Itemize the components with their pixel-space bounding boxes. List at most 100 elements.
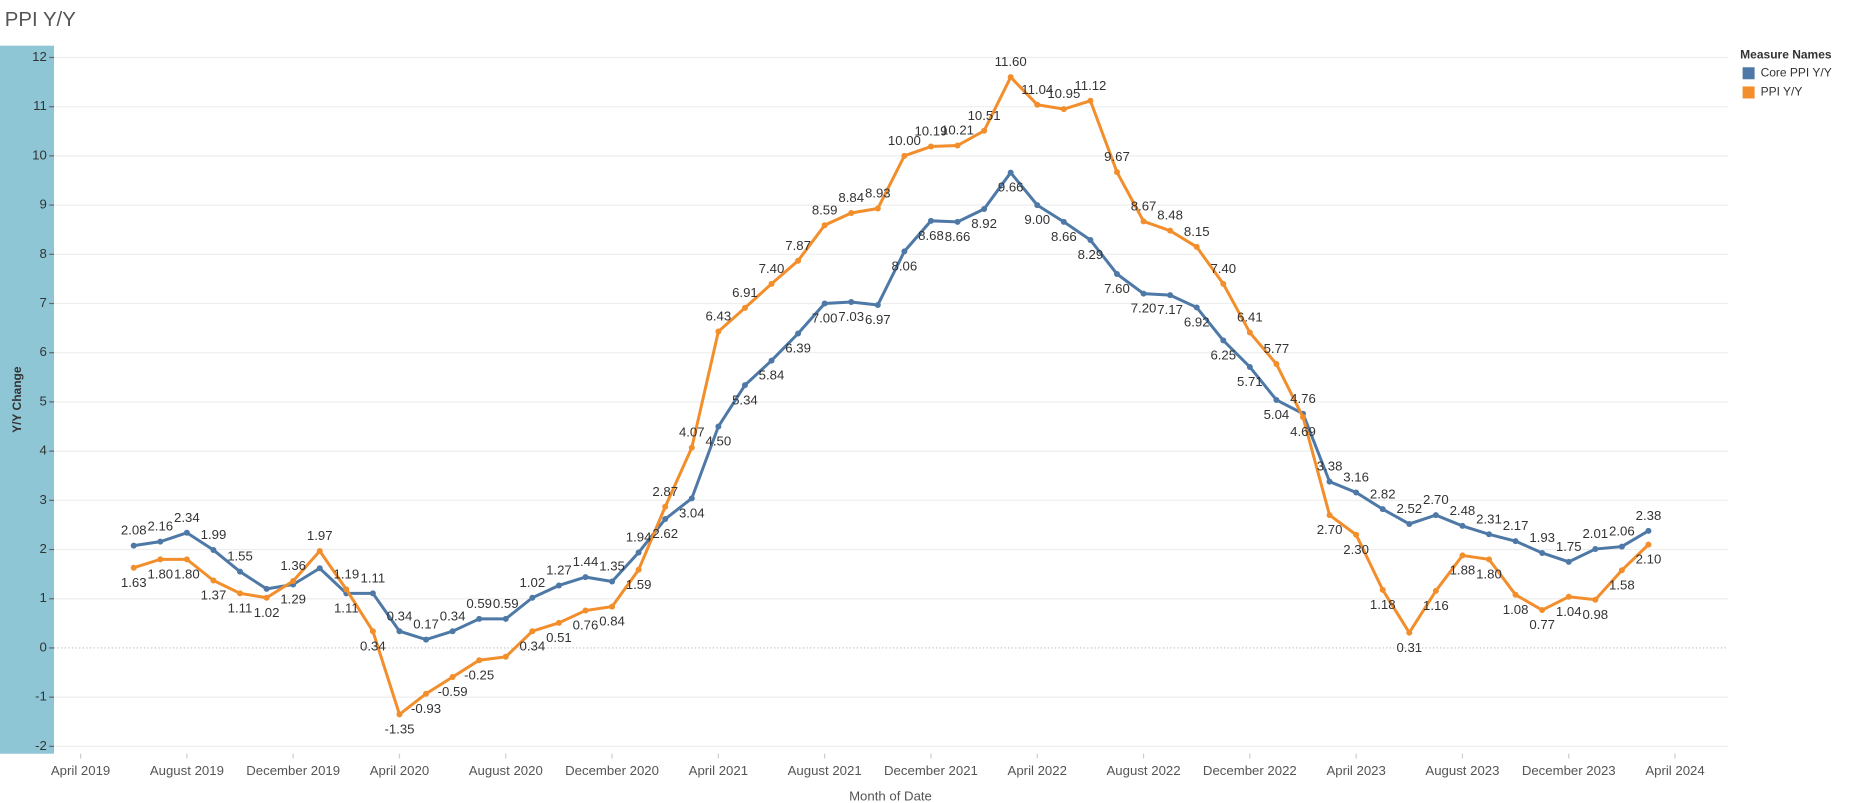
y-tick-label: 5: [39, 393, 46, 408]
data-label: 0.84: [599, 614, 625, 629]
point: [157, 538, 164, 545]
point: [848, 299, 855, 306]
data-label: 1.94: [626, 530, 652, 545]
point: [1406, 520, 1413, 527]
data-label: 1.88: [1450, 563, 1476, 578]
point: [316, 565, 323, 572]
data-label: 10.21: [941, 123, 974, 138]
y-tick-label: 1: [39, 590, 46, 605]
point: [502, 615, 509, 622]
data-label: 8.29: [1078, 247, 1104, 262]
data-label: 1.16: [1423, 598, 1449, 613]
data-label: 7.20: [1131, 301, 1157, 316]
point: [1007, 74, 1014, 81]
point: [1353, 531, 1360, 538]
data-label: 4.07: [679, 425, 705, 440]
data-label: 1.37: [201, 588, 227, 603]
y-axis-title: Y/Y Change: [10, 366, 24, 433]
data-label: 2.82: [1370, 486, 1396, 501]
data-label: 7.03: [838, 309, 864, 324]
point: [582, 607, 589, 614]
data-label: 8.48: [1157, 208, 1183, 223]
data-label: 8.15: [1184, 224, 1210, 239]
data-label: 0.59: [466, 596, 492, 611]
point: [715, 423, 722, 430]
data-label: 0.31: [1396, 640, 1422, 655]
data-label: 0.59: [493, 596, 519, 611]
point: [1113, 169, 1120, 176]
data-label: 2.17: [1503, 518, 1529, 533]
data-label: 7.17: [1157, 302, 1183, 317]
data-label: 7.87: [785, 238, 811, 253]
point: [1406, 629, 1413, 636]
y-tick-label: 9: [39, 197, 46, 212]
point: [741, 304, 748, 311]
data-label: 7.40: [1210, 261, 1236, 276]
point: [1486, 556, 1493, 563]
point: [449, 673, 456, 680]
data-label: 8.93: [865, 186, 891, 201]
point: [1459, 522, 1466, 529]
data-label: 0.17: [413, 617, 439, 632]
point: [1113, 270, 1120, 277]
point: [476, 657, 483, 664]
legend-swatch: [1742, 67, 1755, 80]
point: [529, 594, 536, 601]
y-tick-label: 7: [39, 295, 46, 310]
x-tick-label: April 2022: [1008, 763, 1067, 778]
point: [1273, 361, 1280, 368]
point: [1592, 546, 1599, 553]
data-label: 1.59: [626, 577, 652, 592]
point: [1539, 607, 1546, 614]
point: [555, 619, 562, 626]
point: [741, 382, 748, 389]
data-label: 8.66: [945, 229, 971, 244]
data-label: 1.08: [1503, 602, 1529, 617]
point: [263, 585, 270, 592]
point: [555, 582, 562, 589]
point: [1618, 543, 1625, 550]
point: [1007, 169, 1014, 176]
data-label: 8.67: [1131, 198, 1157, 213]
point: [1034, 101, 1041, 108]
data-label: 0.77: [1529, 617, 1555, 632]
point: [449, 628, 456, 635]
data-label: 2.87: [652, 484, 678, 499]
point: [874, 205, 881, 212]
data-label: 1.29: [280, 592, 306, 607]
data-label: 10.19: [914, 124, 947, 139]
data-label: 2.08: [121, 523, 147, 538]
data-label: 2.70: [1423, 492, 1449, 507]
point: [1060, 106, 1067, 113]
point: [821, 222, 828, 229]
data-label: 3.38: [1317, 459, 1343, 474]
x-tick-label: August 2023: [1425, 763, 1499, 778]
legend-label: PPI Y/Y: [1761, 85, 1803, 99]
point: [848, 209, 855, 216]
data-label: 8.66: [1051, 229, 1077, 244]
data-label: 1.55: [227, 549, 253, 564]
point: [1140, 218, 1147, 225]
data-label: 2.52: [1396, 501, 1422, 516]
data-label: 4.69: [1290, 424, 1316, 439]
y-tick-label: 8: [39, 246, 46, 261]
point: [954, 142, 961, 149]
point: [927, 143, 934, 150]
data-label: 10.51: [968, 108, 1001, 123]
point: [795, 257, 802, 264]
point: [1459, 552, 1466, 559]
point: [1618, 567, 1625, 574]
data-label: 11.12: [1074, 78, 1106, 93]
point: [1353, 489, 1360, 496]
y-tick-label: 10: [32, 147, 47, 162]
data-label: 7.00: [812, 311, 838, 326]
y-tick-label: 0: [39, 639, 46, 654]
y-tick-label: -2: [35, 738, 47, 753]
data-label: -0.25: [464, 667, 494, 682]
point: [981, 206, 988, 213]
point: [1539, 549, 1546, 556]
data-label: 6.43: [706, 309, 732, 324]
point: [290, 578, 297, 585]
point: [715, 328, 722, 335]
data-label: 1.02: [254, 605, 280, 620]
